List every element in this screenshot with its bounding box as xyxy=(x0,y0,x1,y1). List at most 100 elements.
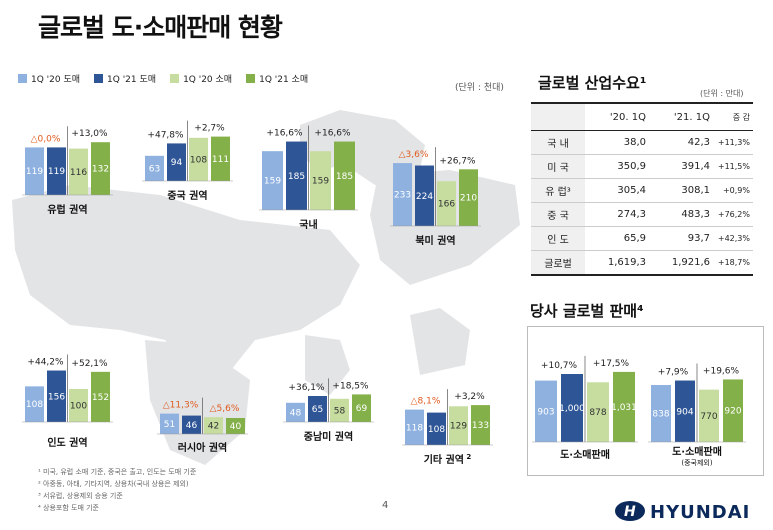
wholesale-change-label: +44,2% xyxy=(27,358,64,368)
retail-change-label: △5,6% xyxy=(210,404,240,414)
table-row: 미 국 350,9 391,4 +11,5% xyxy=(531,154,753,179)
hyundai-logo-text: HYUNDAI xyxy=(650,502,750,523)
bar-value-label: 920 xyxy=(724,407,741,417)
hyundai-logo-h: H xyxy=(624,504,636,520)
bar-value-label: 838 xyxy=(652,410,669,420)
bar-value-label: 119 xyxy=(48,167,65,177)
legend-label: 1Q '21 도매 xyxy=(107,75,157,85)
chart-legend: 1Q '20 도매 1Q '21 도매 1Q '20 소매 1Q '21 소매 xyxy=(18,72,308,85)
wholesale-change-label: △8,1% xyxy=(411,397,441,407)
table-header-cell: '20. 1Q xyxy=(585,103,649,131)
retail-change-label: +52,1% xyxy=(71,359,108,369)
footnote: ² 아중동, 아태, 기타지역, 상용차(국내 상용은 제외) xyxy=(38,480,189,488)
bar-value-label: 111 xyxy=(212,155,229,165)
region-title: 도·소매판매 xyxy=(672,445,722,458)
bar xyxy=(330,398,349,422)
footnotes: ¹ 미국, 유럽 소매 기준, 중국은 출고, 인도는 도매 기준 ² 아중동,… xyxy=(38,466,196,514)
table-cell: +0,9% xyxy=(713,178,753,203)
bar xyxy=(204,417,223,434)
hyundai-sales-box xyxy=(527,326,764,476)
legend-item: 1Q '21 도매 xyxy=(94,72,156,85)
bar xyxy=(286,141,307,210)
bar-value-label: 166 xyxy=(438,200,455,210)
table-row: 글로벌 1,619,3 1,921,6 +18,7% xyxy=(531,250,753,275)
legend-item: 1Q '20 소매 xyxy=(170,72,232,85)
table-cell: 308,1 xyxy=(649,178,713,203)
bar xyxy=(262,151,283,210)
table-cell: 인 도 xyxy=(531,226,585,251)
region-title: 도·소매판매 xyxy=(560,448,610,461)
legend-swatch-20-retail xyxy=(170,74,180,83)
retail-change-label: +3,2% xyxy=(454,392,485,402)
bar-value-label: 58 xyxy=(334,406,346,416)
retail-change-label: +16,6% xyxy=(314,129,351,139)
bar-value-label: 65 xyxy=(312,405,323,415)
table-cell: 중 국 xyxy=(531,202,585,227)
bar xyxy=(334,141,355,210)
footnote: ¹ 미국, 유럽 소매 기준, 중국은 출고, 인도는 도매 기준 xyxy=(38,468,197,476)
table-cell: 483,3 xyxy=(649,202,713,227)
hyundai-sales-title: 당사 글로벌 판매⁴ xyxy=(530,302,644,320)
bar xyxy=(587,382,609,442)
table-row: 중 국 274,3 483,3 +76,2% xyxy=(531,202,753,227)
region-title: 중국 권역 xyxy=(167,189,207,202)
table-cell: 유 럽³ xyxy=(531,178,585,203)
bar xyxy=(47,370,66,422)
bar-value-label: 48 xyxy=(290,408,302,418)
bar xyxy=(69,148,88,195)
bar-value-label: 159 xyxy=(312,177,329,187)
region-title: 기타 권역 2 xyxy=(424,453,472,466)
industry-demand-title: 글로벌 산업수요¹ xyxy=(538,74,647,92)
bar xyxy=(352,394,371,422)
bar-value-label: 116 xyxy=(70,168,87,178)
bar xyxy=(427,412,446,445)
region-subtitle: (중국제외) xyxy=(681,458,712,467)
table-cell: +42,3% xyxy=(713,226,753,251)
page-title: 글로벌 도·소매판매 현황 xyxy=(38,13,283,42)
wholesale-change-label: △11,3% xyxy=(163,401,199,411)
bar xyxy=(675,380,695,442)
retail-change-label: +13,0% xyxy=(71,129,108,139)
bar-value-label: 51 xyxy=(164,420,175,430)
region-title: 국내 xyxy=(299,218,317,231)
legend-swatch-20-wholesale xyxy=(18,74,27,83)
legend-swatch-21-wholesale xyxy=(94,74,104,83)
bar-value-label: 233 xyxy=(394,191,411,201)
bar xyxy=(699,389,719,442)
legend-label: 1Q '20 도매 xyxy=(31,75,81,85)
table-cell: 38,0 xyxy=(585,130,649,155)
retail-change-label: +18,5% xyxy=(332,381,369,391)
table-cell: 350,9 xyxy=(585,154,649,179)
bar xyxy=(167,143,186,181)
bar-value-label: 159 xyxy=(264,177,281,187)
bar-value-label: 133 xyxy=(472,421,489,431)
bar xyxy=(182,415,201,434)
table-cell: 1,619,3 xyxy=(607,257,646,268)
table-cell: 305,4 xyxy=(585,178,649,203)
bar-value-label: 129 xyxy=(450,422,467,432)
bar xyxy=(189,137,208,181)
table-row: 인 도 65,9 93,7 +42,3% xyxy=(531,226,753,251)
bar xyxy=(393,163,412,226)
legend-swatch-21-retail xyxy=(246,74,256,83)
table-cell: 274,3 xyxy=(585,202,649,227)
table-header-cell: '21. 1Q xyxy=(649,103,713,131)
table-cell: +11,3% xyxy=(713,130,753,155)
bar xyxy=(449,406,468,445)
bar-value-label: 224 xyxy=(416,192,433,202)
bar-value-label: 1,031 xyxy=(611,403,637,413)
hyundai-logo-emblem xyxy=(615,501,645,521)
region-title-sup: 2 xyxy=(464,453,471,461)
table-header-cell xyxy=(531,103,585,131)
bar xyxy=(437,181,456,226)
bar-value-label: 42 xyxy=(208,422,219,432)
region-title: 중남미 권역 xyxy=(304,430,353,443)
bar-value-label: 46 xyxy=(186,421,198,431)
bar xyxy=(160,413,179,434)
wholesale-change-label: +10,7% xyxy=(541,361,578,371)
bar xyxy=(25,147,44,195)
legend-label: 1Q '20 소매 xyxy=(183,75,233,85)
bar xyxy=(69,389,88,422)
bar xyxy=(25,386,44,422)
industry-demand-unit: (단위 : 만대) xyxy=(700,89,744,98)
